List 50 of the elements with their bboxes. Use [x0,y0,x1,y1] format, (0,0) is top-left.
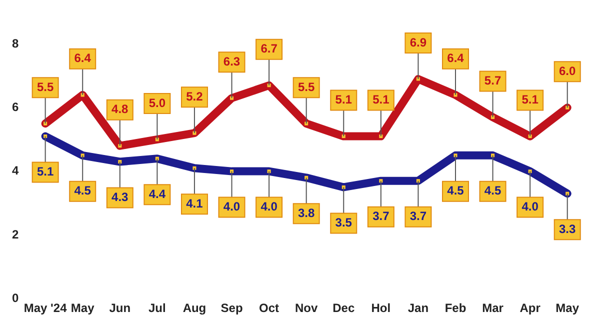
x-tick-label: Hol [371,301,391,316]
data-label: 5.1 [36,164,54,179]
y-tick-label: 4 [12,164,19,178]
data-label: 5.0 [148,96,166,110]
data-label: 6.9 [410,35,427,50]
y-tick-label: 2 [12,227,19,242]
x-tick-label: May [556,301,580,316]
data-label: 3.5 [335,216,352,230]
data-label: 4.1 [186,196,204,210]
data-label: 5.7 [484,74,502,88]
y-tick-label: 8 [12,36,19,50]
data-label: 4.8 [112,102,129,116]
data-label: 6.0 [559,64,576,78]
data-label: 4.5 [484,184,502,198]
x-tick-label: Jun [109,301,131,316]
y-tick-label: 6 [12,100,19,114]
x-tick-label: Feb [444,301,466,316]
data-label: 4.3 [112,190,129,204]
x-tick-label: Sep [220,301,243,316]
data-label: 5.5 [298,80,315,94]
data-label: 4.5 [74,184,92,198]
data-label: 4.0 [522,200,539,214]
x-tick-label: Jan [408,301,429,316]
data-label: 5.1 [335,92,352,107]
data-label: 5.1 [372,92,390,107]
data-label: 6.4 [74,51,92,66]
data-label: 4.0 [260,200,278,214]
data-label: 3.3 [559,222,576,236]
x-tick-label: May '24 [24,301,68,316]
x-tick-label: Aug [182,301,206,316]
data-label: 3.8 [298,206,315,220]
y-tick-label: 0 [12,290,19,305]
x-tick-label: Jul [148,301,166,316]
data-label: 3.7 [410,209,427,224]
data-label: 5.1 [522,92,539,107]
data-label: 4.5 [447,184,464,198]
x-tick-label: Mar [482,301,504,316]
x-tick-label: Oct [259,301,280,316]
data-label: 4.0 [223,200,240,214]
data-label: 5.5 [36,80,54,94]
data-label: 6.4 [447,51,464,66]
x-tick-label: Dec [332,301,355,316]
data-label: 5.2 [186,89,204,104]
x-tick-label: Nov [295,301,318,316]
data-label: 3.7 [372,209,390,224]
x-tick-label: May [70,301,95,316]
data-label: 4.4 [148,186,166,201]
data-label: 6.7 [260,42,278,56]
data-label: 6.3 [223,54,240,68]
x-tick-label: Apr [520,301,541,316]
